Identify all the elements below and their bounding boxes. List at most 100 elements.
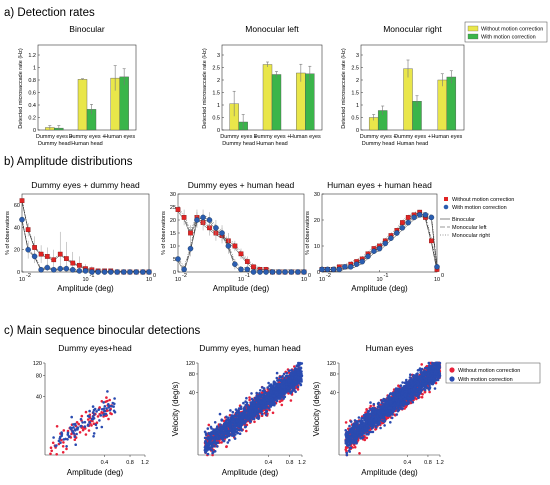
data-point [405, 215, 411, 220]
bar [77, 79, 88, 131]
scatter-point [108, 398, 111, 402]
data-point [19, 198, 25, 204]
scatter-point [267, 393, 270, 397]
scatter-point [206, 452, 210, 456]
scatter-point [264, 413, 268, 417]
scatter-point [49, 446, 53, 450]
scatter-point [219, 435, 223, 438]
scatter-point [66, 431, 70, 435]
scatter-point [278, 375, 282, 379]
y-tick-label: 20 [314, 218, 320, 224]
scatter-point [66, 438, 69, 441]
y-tick-label: 3 [356, 53, 359, 59]
scatter-point [215, 445, 219, 448]
scatter-point [208, 441, 211, 445]
scatter-point [110, 404, 113, 408]
data-point [382, 240, 389, 247]
scatter-point [66, 429, 70, 433]
legend-label: Monocular right [452, 233, 490, 239]
scatter-point [255, 391, 258, 395]
scatter-point [275, 376, 279, 380]
scatter-point [254, 412, 258, 415]
scatter-point [99, 414, 103, 417]
data-point [181, 266, 187, 273]
x-tick-label: 10 [82, 277, 88, 283]
scatter-point [221, 431, 224, 435]
scatter-point [385, 417, 389, 420]
scatter-point [220, 427, 223, 431]
scatter-point [251, 404, 255, 407]
chart-title: Human eyes [366, 343, 414, 353]
scatter-point [106, 399, 109, 403]
scatter-point [90, 417, 94, 421]
scatter-point [256, 404, 260, 407]
scatter-point [60, 431, 63, 434]
scatter-point [227, 430, 230, 433]
scatter-point [261, 412, 264, 416]
scatter-point [363, 438, 367, 442]
scatter-point [233, 425, 237, 429]
data-point [263, 269, 269, 275]
x-tick-label: 0.4 [404, 460, 412, 466]
legend-swatch [467, 25, 479, 32]
x-tick-label: Human head [71, 141, 103, 147]
x-tick-label: 10 [434, 277, 440, 283]
scatter-point [286, 387, 290, 390]
data-point [238, 251, 244, 257]
scatter-point [225, 445, 228, 449]
section-title-c: c) Main sequence binocular detections [4, 325, 201, 337]
scatter-point [269, 405, 273, 408]
legend-label: With motion correction [481, 35, 536, 41]
data-point [411, 214, 417, 221]
scatter-point [420, 363, 424, 366]
scatter-point [248, 396, 251, 399]
data-point [238, 266, 244, 273]
data-point [330, 266, 337, 273]
scatter-point [285, 371, 289, 375]
scatter-point [215, 434, 219, 438]
data-point [394, 230, 400, 236]
chart-title: Human eyes + human head [327, 180, 432, 190]
scatter-point [262, 392, 266, 396]
data-point [288, 269, 295, 275]
data-point [51, 257, 57, 263]
scatter-point [282, 372, 286, 376]
scatter-point [113, 402, 116, 406]
scatter-point [251, 400, 255, 403]
data-point [25, 246, 31, 253]
scatter-point [209, 425, 213, 429]
scatter-point [84, 433, 88, 436]
data-point [108, 269, 114, 275]
scatter-point [293, 367, 297, 371]
scatter-point [103, 405, 107, 408]
x-axis-label: Amplitude (deg) [67, 468, 124, 477]
scatter-point [272, 400, 275, 403]
scatter-point [113, 397, 116, 400]
scatter-point [265, 396, 269, 399]
data-point [400, 220, 405, 225]
scatter-point [211, 453, 214, 457]
data-point [19, 216, 25, 223]
data-point [319, 266, 325, 273]
legend-label: Without motion correction [452, 197, 514, 203]
scatter-point [259, 389, 262, 392]
data-point [89, 269, 95, 275]
scatter-point [286, 374, 289, 378]
scatter-point [259, 407, 262, 411]
data-point [57, 251, 63, 257]
x-tick-exponent: 0 [308, 273, 311, 279]
x-tick-label: 0.8 [126, 460, 134, 466]
y-tick-label: 0.4 [28, 103, 36, 109]
x-tick-label: Dummy head [38, 141, 71, 147]
y-tick-label: 2 [217, 78, 220, 84]
scatter-point [261, 389, 265, 393]
scatter-point [228, 438, 231, 442]
scatter-point [220, 419, 223, 422]
line-chart-1: Dummy eyes + dummy head020406010-210-110… [5, 180, 156, 293]
y-axis-label: % of observations [305, 211, 311, 255]
y-tick-label: 0 [356, 128, 359, 134]
y-axis-label: Velocity (deg/s) [171, 381, 180, 436]
legend-label: With motion correction [452, 205, 507, 211]
y-tick-label: 2.5 [351, 66, 359, 72]
